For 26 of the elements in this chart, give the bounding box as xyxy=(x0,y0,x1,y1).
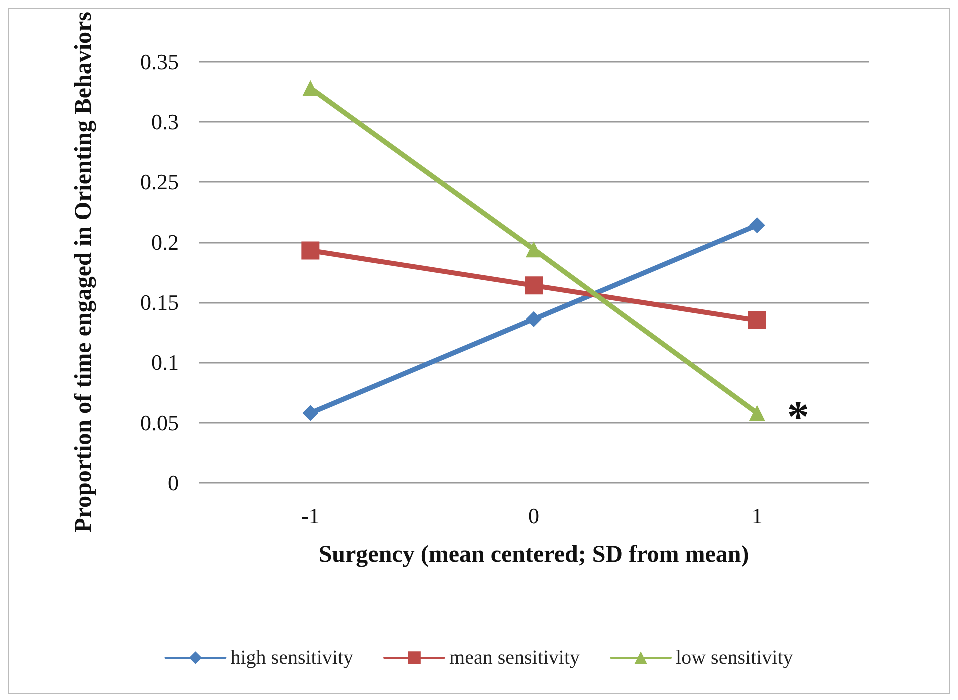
point xyxy=(302,405,319,422)
y-tick-label: 0.3 xyxy=(152,110,179,135)
y-tick-label: 0.35 xyxy=(140,49,179,74)
y-tick-label: 0.2 xyxy=(152,230,179,255)
x-tick-label: 1 xyxy=(752,504,763,528)
y-axis-title: Proportion of time engaged in Orienting Behaviors xyxy=(71,12,97,533)
y-tick-label: 0.05 xyxy=(140,410,179,436)
x-axis-title: Surgency (mean centered; SD from mean) xyxy=(318,542,750,568)
y-tick-label: 0.1 xyxy=(152,350,179,376)
x-tick-label: 0 xyxy=(528,504,540,528)
point xyxy=(748,312,766,330)
x-tick-label: -1 xyxy=(302,504,320,528)
annotation: * xyxy=(787,392,810,442)
point xyxy=(526,242,542,258)
point xyxy=(526,311,542,328)
legend-label: high sensitivity xyxy=(230,647,354,669)
point xyxy=(749,218,766,234)
point xyxy=(302,80,319,96)
point xyxy=(749,405,766,422)
legend-label: mean sensitivity xyxy=(450,647,580,669)
point xyxy=(302,242,320,260)
y-tick-label: 0.25 xyxy=(140,170,179,195)
y-tick-label: 0.15 xyxy=(140,290,179,316)
legend-label: low sensitivity xyxy=(676,647,794,669)
point xyxy=(525,276,543,295)
y-tick-label: 0 xyxy=(168,470,179,496)
